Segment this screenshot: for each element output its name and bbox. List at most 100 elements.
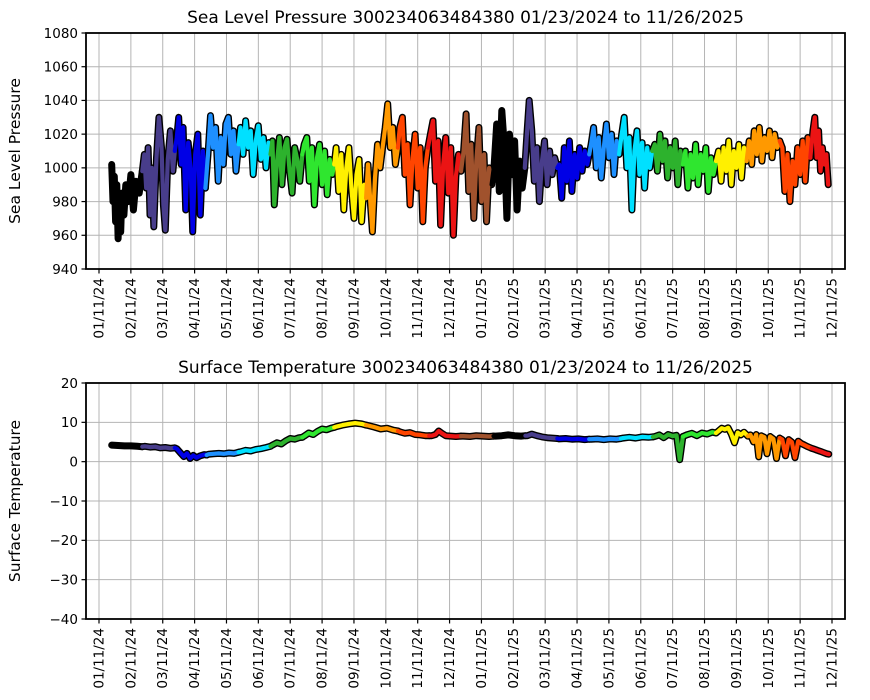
series-segment — [650, 432, 686, 462]
chart-title: Sea Level Pressure 300234063484380 01/23… — [187, 8, 744, 28]
x-tick-label: 03/11/24 — [155, 628, 171, 689]
series-segment — [425, 118, 464, 238]
series-segment — [587, 121, 622, 181]
x-tick-label: 03/11/25 — [538, 278, 554, 339]
series-segment — [680, 430, 719, 439]
x-tick-label: 05/11/24 — [219, 628, 235, 689]
series-segment — [172, 445, 209, 461]
y-tick-label: −40 — [50, 612, 79, 628]
x-tick-label: 04/11/25 — [570, 278, 586, 339]
series-segment — [458, 433, 496, 439]
x-tick-label: 07/11/24 — [283, 628, 299, 689]
series-segment — [300, 425, 337, 440]
series-segment — [555, 138, 592, 201]
series-segment — [109, 162, 145, 241]
series-segment — [777, 435, 814, 460]
y-tick-label: 1000 — [44, 161, 78, 177]
series-segment — [616, 115, 655, 213]
plot-frame — [85, 32, 846, 270]
x-tick-label: 02/11/25 — [506, 278, 522, 339]
x-tick-label: 01/11/25 — [474, 278, 490, 339]
x-tick-label: 11/11/25 — [793, 628, 809, 689]
x-tick-label: 06/11/25 — [633, 278, 649, 339]
x-tick-label: 10/11/24 — [378, 628, 394, 689]
pressure-chart: 01/11/24 02/11/24 03/11/24 04/11/24 05/11/24… — [6, 8, 846, 339]
series-segment — [427, 428, 464, 439]
series-segment — [491, 432, 528, 439]
x-tick-label: 09/11/24 — [346, 278, 362, 339]
x-tick-label: 08/11/25 — [697, 278, 713, 339]
temperature-chart: 01/11/24 02/11/24 03/11/24 04/11/24 05/11/24… — [6, 358, 846, 689]
x-tick-label: 01/11/24 — [92, 628, 108, 689]
series-segment — [713, 425, 751, 445]
x-tick-label: 10/11/25 — [761, 628, 777, 689]
series-segment — [680, 142, 719, 194]
x-tick-label: 10/11/24 — [378, 278, 394, 339]
y-tick-label: 20 — [61, 376, 78, 392]
x-tick-label: 11/11/24 — [410, 278, 426, 339]
series-segment — [745, 432, 782, 461]
series-segment — [140, 115, 177, 233]
x-tick-label: 07/11/25 — [665, 278, 681, 339]
series-segment — [777, 135, 813, 204]
y-tick-label: 1040 — [44, 93, 78, 109]
x-tick-label: 04/11/25 — [570, 628, 586, 689]
series-segment — [300, 135, 337, 207]
series-segment — [364, 101, 400, 234]
x-tick-label: 02/11/24 — [123, 628, 139, 689]
x-tick-label: 07/11/24 — [283, 278, 299, 339]
series-segment — [236, 118, 273, 177]
series-segment — [236, 444, 273, 455]
series-segment — [809, 446, 831, 457]
series-segment — [744, 125, 782, 167]
x-tick-label: 12/11/25 — [825, 628, 841, 689]
y-tick-label: −30 — [50, 572, 79, 588]
series-segment — [140, 444, 177, 451]
y-tick-label: 1080 — [44, 26, 78, 42]
x-tick-label: 12/11/24 — [442, 278, 458, 339]
x-tick-label: 08/11/24 — [315, 628, 331, 689]
y-tick-label: 940 — [52, 262, 78, 278]
y-tick-label: 960 — [52, 228, 78, 244]
series-segment — [332, 145, 369, 224]
y-axis-label: Surface Temperature — [6, 420, 24, 582]
x-tick-label: 01/11/24 — [92, 278, 108, 339]
x-tick-label: 07/11/25 — [665, 628, 681, 689]
x-tick-label: 03/11/25 — [538, 628, 554, 689]
x-tick-label: 03/11/24 — [155, 278, 171, 339]
x-tick-label: 05/11/25 — [601, 278, 617, 339]
series-segment — [522, 98, 560, 204]
plot-frame — [85, 382, 846, 620]
y-tick-label: −20 — [50, 533, 79, 549]
series-segment — [395, 428, 432, 438]
series-segment — [713, 138, 749, 187]
series-segment — [458, 111, 494, 224]
series-segment — [332, 420, 369, 430]
x-tick-label: 08/11/24 — [315, 278, 331, 339]
x-tick-label: 09/11/25 — [729, 628, 745, 689]
x-tick-label: 11/11/25 — [793, 278, 809, 339]
x-tick-label: 12/11/25 — [825, 278, 841, 339]
y-tick-label: −10 — [50, 494, 79, 510]
y-tick-label: 10 — [61, 415, 78, 431]
series-segment — [172, 115, 208, 234]
chart-title: Surface Temperature 300234063484380 01/2… — [178, 358, 753, 378]
x-tick-label: 10/11/25 — [761, 278, 777, 339]
x-tick-label: 04/11/24 — [187, 628, 203, 689]
series-segment — [650, 132, 686, 187]
series-segment — [203, 113, 241, 191]
series-segment — [523, 431, 560, 441]
x-tick-label: 01/11/25 — [474, 628, 490, 689]
y-axis-label: Sea Level Pressure — [6, 78, 24, 224]
x-tick-label: 04/11/24 — [187, 278, 203, 339]
series-segment — [395, 115, 430, 224]
x-tick-label: 02/11/24 — [123, 278, 139, 339]
x-tick-label: 05/11/25 — [601, 628, 617, 689]
x-tick-label: 08/11/25 — [697, 628, 713, 689]
series-segment — [364, 422, 400, 434]
series-segment — [587, 436, 624, 442]
series-segment — [555, 436, 592, 442]
x-tick-label: 12/11/24 — [442, 628, 458, 689]
y-tick-label: 1060 — [44, 60, 78, 76]
